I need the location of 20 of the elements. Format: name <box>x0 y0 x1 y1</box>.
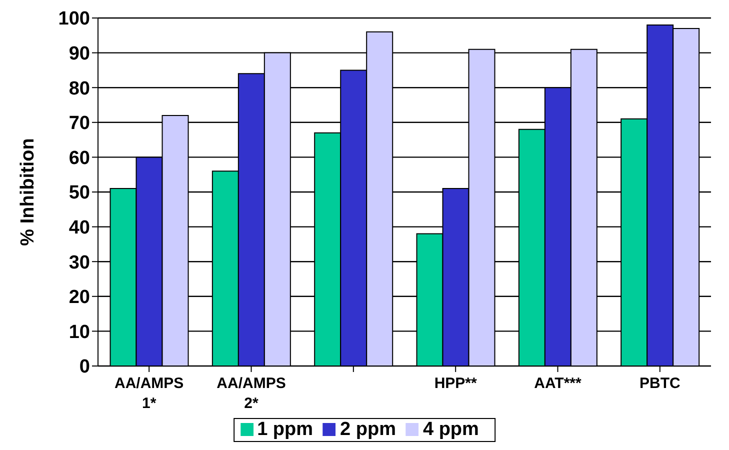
y-tick-label: 0 <box>79 356 90 378</box>
x-tick-label: AA/AMPS 2* <box>216 375 286 412</box>
y-tick-label: 40 <box>68 218 90 239</box>
x-tick-label: HPP** <box>434 375 477 392</box>
y-tick-label: 10 <box>68 322 90 343</box>
y-axis-title: % Inhibition <box>18 138 39 246</box>
legend-label: 1 ppm <box>257 419 314 440</box>
x-tick-label: AAT*** <box>534 375 582 392</box>
y-tick-label: 100 <box>58 8 90 30</box>
y-tick-label: 90 <box>68 44 90 65</box>
y-tick-label: 70 <box>68 113 90 134</box>
y-tick-label: 30 <box>68 252 90 274</box>
y-tick-label: 50 <box>68 182 90 204</box>
x-tick-label: AA/AMPS 1* <box>114 375 184 412</box>
x-tick-label: PBTC <box>639 375 680 392</box>
legend-label: 2 ppm <box>340 419 396 440</box>
legend-label: 4 ppm <box>422 419 479 440</box>
y-tick-label: 60 <box>68 148 90 169</box>
y-tick-label: 80 <box>68 78 90 100</box>
y-tick-label: 20 <box>68 287 90 308</box>
